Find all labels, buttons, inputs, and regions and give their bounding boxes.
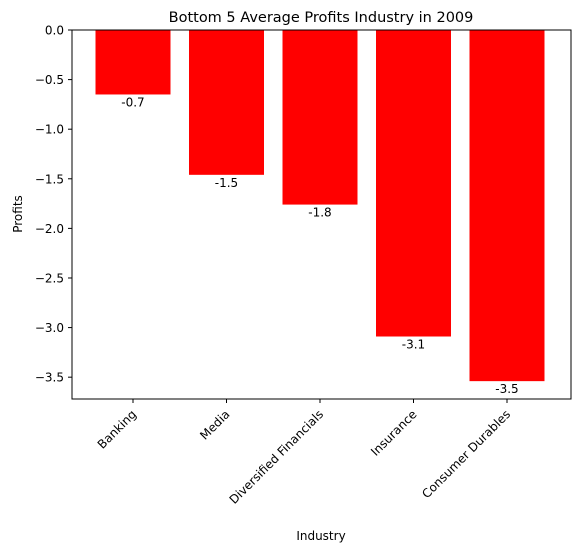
bar [282, 30, 358, 205]
y-tick-label: −1.0 [35, 123, 64, 137]
y-axis: 0.0 −0.5 −1.0 −1.5 −2.0 −2.5 −3.0 −3.5 [35, 24, 72, 385]
bar [376, 30, 451, 337]
bar [189, 30, 264, 175]
x-tick-label: Diversified Financials [227, 407, 327, 507]
y-tick-label: −0.5 [35, 73, 64, 87]
bar-value-label: -1.5 [215, 176, 238, 190]
bar [469, 30, 545, 382]
x-tick-label: Banking [95, 407, 139, 451]
bar-value-label: -3.5 [495, 382, 518, 396]
value-labels-layer: -0.7 -1.5 -1.8 -3.1 -3.5 [121, 95, 518, 396]
plot-frame [71, 29, 572, 400]
x-tick-label: Consumer Durables [419, 407, 513, 501]
bars-layer [95, 30, 545, 382]
x-tick-label: Media [197, 407, 232, 442]
bar-value-label: -1.8 [308, 206, 331, 220]
y-tick-label: −2.0 [35, 222, 64, 236]
bar [95, 30, 171, 95]
y-tick-label: −3.0 [35, 321, 64, 335]
x-axis-label: Industry [296, 529, 345, 543]
chart-title: Bottom 5 Average Profits Industry in 200… [169, 10, 474, 26]
y-tick-label: −2.5 [35, 271, 64, 285]
bar-value-label: -3.1 [402, 338, 425, 352]
y-axis-label: Profits [11, 195, 25, 233]
x-tick-label: Insurance [368, 407, 420, 459]
bar-value-label: -0.7 [121, 95, 144, 109]
y-tick-label: 0.0 [45, 24, 64, 38]
y-tick-label: −1.5 [35, 172, 64, 186]
y-tick-label: −3.5 [35, 371, 64, 385]
